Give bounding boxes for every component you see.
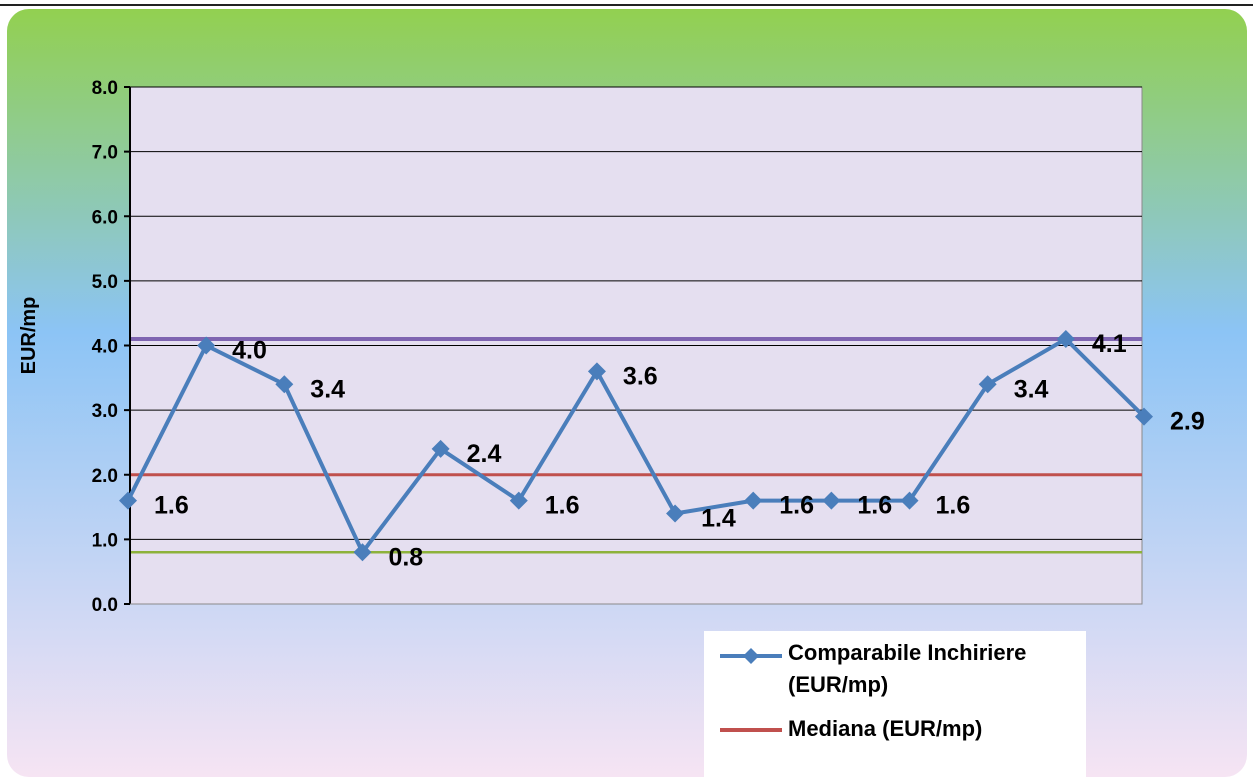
data-point (978, 375, 997, 394)
data-point (587, 362, 606, 381)
data-label: 1.6 (154, 492, 189, 520)
data-label: 3.4 (1014, 375, 1049, 403)
data-label: 2.9 (1170, 408, 1205, 436)
data-label: 2.4 (467, 440, 502, 468)
legend-label-mediana: Mediana (EUR/mp) (788, 716, 983, 741)
data-point (353, 543, 372, 562)
legend-swatch-mediana (720, 728, 782, 732)
data-label: 3.6 (623, 362, 658, 390)
legend-item-comparabile: Comparabile Inchiriere (EUR/mp) (704, 637, 1086, 705)
data-point (431, 439, 450, 458)
y-axis-title: EUR/mp (18, 297, 40, 375)
y-tick-label: 4.0 (92, 337, 118, 358)
data-point (666, 504, 685, 523)
legend-label-comparabile: Comparabile Inchiriere (EUR/mp) (788, 640, 1027, 697)
data-label: 4.1 (1092, 330, 1127, 358)
data-point (1056, 330, 1075, 349)
y-tick-label: 2.0 (92, 466, 118, 487)
legend: Comparabile Inchiriere (EUR/mp) Mediana … (704, 631, 1086, 777)
series-line (126, 337, 1146, 555)
top-rule (0, 4, 1253, 6)
y-axis: 0.0 1.0 2.0 3.0 4.0 5.0 6.0 7.0 8.0 (92, 78, 1142, 616)
series-comparabile: 1.6 4.0 3.4 0.8 2.4 1.6 3.6 1.4 1.6 1.6 1.6 3.4 4.1 2… (119, 330, 1205, 571)
data-label: 1.6 (857, 492, 892, 520)
data-label: 4.0 (232, 337, 267, 365)
data-label: 0.8 (388, 543, 423, 571)
y-tick-label: 7.0 (92, 143, 118, 164)
data-label: 3.4 (310, 375, 345, 403)
data-label: 1.6 (779, 492, 814, 520)
y-tick-label: 8.0 (92, 78, 118, 99)
chart-panel: 0.0 1.0 2.0 3.0 4.0 5.0 6.0 7.0 8.0 1.6 4.0 3.4 0.8… (7, 9, 1247, 777)
y-tick-label: 0.0 (92, 595, 118, 616)
data-point (197, 336, 216, 355)
data-point (275, 375, 294, 394)
data-point (509, 491, 528, 510)
data-label: 1.6 (936, 492, 971, 520)
y-tick-label: 3.0 (92, 401, 118, 422)
data-point (900, 491, 919, 510)
data-point (1135, 407, 1153, 426)
y-tick-label: 6.0 (92, 207, 118, 228)
legend-item-mediana: Mediana (EUR/mp) (704, 713, 1086, 749)
data-point (822, 491, 841, 510)
legend-swatch-comparabile (720, 648, 782, 664)
y-tick-label: 1.0 (92, 530, 118, 551)
chart-svg: 0.0 1.0 2.0 3.0 4.0 5.0 6.0 7.0 8.0 1.6 4.0 3.4 0.8… (7, 9, 1247, 777)
data-point (119, 491, 137, 510)
data-point (744, 491, 763, 510)
data-label: 1.6 (545, 492, 580, 520)
data-label: 1.4 (701, 505, 736, 533)
y-tick-label: 5.0 (92, 272, 118, 293)
reference-lines (130, 337, 1142, 554)
